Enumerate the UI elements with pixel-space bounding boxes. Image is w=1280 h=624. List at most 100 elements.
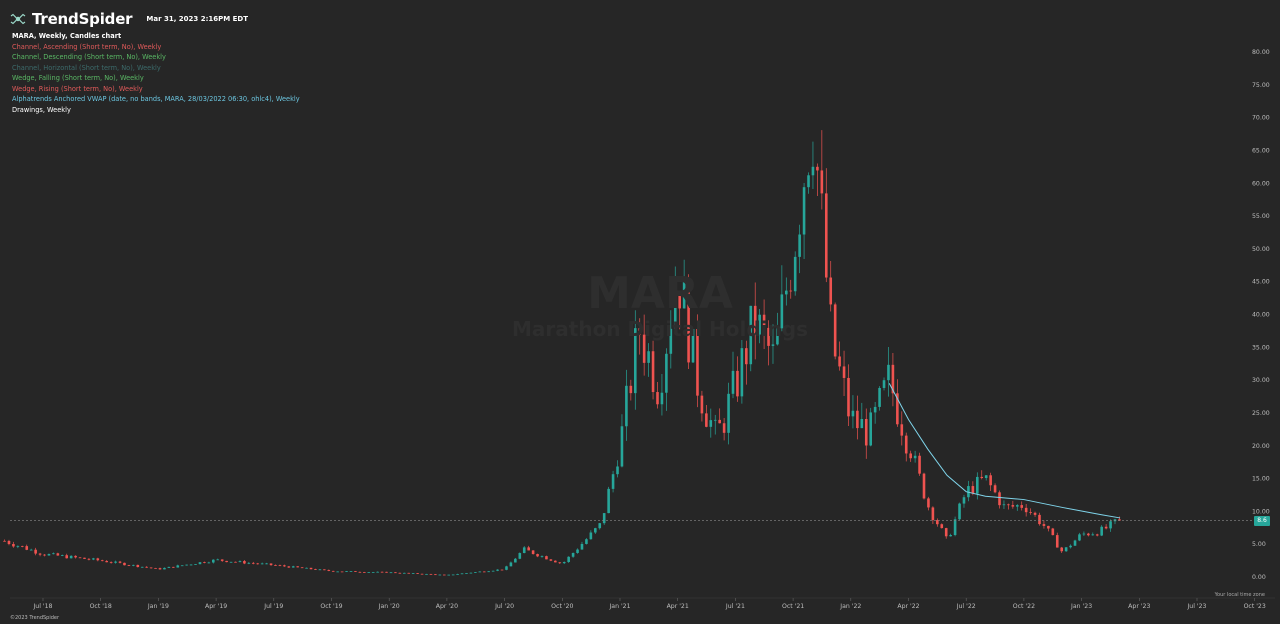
candle-body [531,550,535,555]
candle-body [349,571,353,572]
candle-body [434,574,437,576]
candle-body [389,572,393,574]
candle-body [465,573,468,574]
y-tick-label: 40.00 [1252,312,1270,319]
candle-body [656,392,659,405]
candle-body [807,175,810,188]
symbol-watermark: MARA Marathon Digital Holdings [500,270,820,341]
candle-body [198,562,202,565]
candle-body [767,327,770,346]
candle-body [323,569,326,571]
candle-body [385,571,388,573]
y-tick-label: 50.00 [1252,246,1270,253]
y-axis: 0.00 5.00 10.00 15.00 20.00 25.00 30.00 35.00 40… [1252,49,1270,581]
candle-body [1020,505,1024,508]
candle-body [194,564,197,565]
candle-body [185,564,188,566]
candle-body [207,562,211,564]
legend-wedge-falling[interactable]: Wedge, Falling (Short term, No), Weekly [12,74,144,82]
y-tick-label: 5.00 [1252,541,1266,548]
candle-body [522,547,526,554]
candle-body [416,573,419,575]
y-tick-label: 55.00 [1252,213,1270,220]
candle-body [398,572,402,574]
y-tick-label: 75.00 [1252,82,1270,89]
candle-body [993,485,997,493]
candle-body [891,364,895,394]
legend-wedge-rising[interactable]: Wedge, Rising (Short term, No), Weekly [12,84,143,93]
legend-channel-ascending[interactable]: Channel, Ascending (Short term, No), Wee… [12,42,162,51]
x-tick-label: Jul '23 [1186,603,1206,610]
candle-body [358,571,362,573]
candle-body [314,569,317,570]
candle-body [100,560,104,562]
candle-body [1024,507,1028,513]
candle-body [225,560,228,563]
candle-body [87,558,91,560]
legend-channel-horizontal[interactable]: Channel, Horizontal (Short term, No), We… [12,63,161,72]
candle-body [438,574,442,576]
y-tick-label: 65.00 [1252,147,1270,154]
candle-body [971,486,975,494]
candle-body [691,328,695,363]
candle-body [594,528,597,533]
x-tick-label: Oct '21 [782,603,804,610]
candle-body [518,553,522,559]
candle-body [793,256,797,292]
candle-body [363,572,366,573]
candle-body [132,564,135,566]
candle-body [1007,504,1010,506]
candle-body [176,565,180,568]
vwap-polyline [888,383,1121,519]
x-tick-label: Apr '22 [897,603,919,610]
candle-body [318,569,322,571]
candle-body [944,528,948,537]
candle-body [140,566,144,568]
candle-body [12,544,15,547]
candle-body [673,291,677,329]
candle-body [429,573,433,575]
candle-body [1011,505,1015,507]
candle-body [158,568,162,570]
candle-body [96,558,100,561]
legend-channel-descending[interactable]: Channel, Descending (Short term, No), We… [12,53,166,61]
last-price-badge: 8.6 [1254,515,1270,526]
y-tick-label: 30.00 [1252,377,1270,384]
candle-body [567,556,570,563]
candle-body [34,549,37,554]
candle-body [562,562,566,564]
candle-body [571,552,575,557]
candle-body [620,426,624,467]
candle-body [1082,533,1086,535]
candle-body [25,546,29,550]
timezone-label[interactable]: Your local time zone [1214,592,1265,598]
candle-body [660,392,664,405]
candle-body [789,290,793,292]
y-tick-label: 35.00 [1252,344,1270,351]
legend-main-series[interactable]: MARA, Weekly, Candles chart [12,32,122,40]
candle-body [180,565,184,567]
candle-body [16,545,20,547]
legend-drawings[interactable]: Drawings, Weekly [12,105,71,114]
brand-logo[interactable]: TrendSpider [10,10,133,28]
candle-body [856,410,859,429]
candle-body [625,385,628,427]
candle-body [762,314,766,328]
legend-anchored-vwap[interactable]: Alphatrends Anchored VWAP (date, no band… [12,95,300,103]
candle-body [820,170,824,194]
indicator-legend: MARA, Weekly, Candles chart Channel, Asc… [12,31,300,115]
candle-body [265,563,268,565]
x-tick-label: Oct '18 [90,603,112,610]
candle-body [163,567,166,570]
candle-body [345,571,348,572]
candle-body [1047,525,1050,529]
candle-body [829,277,833,305]
y-tick-label: 60.00 [1252,180,1270,187]
chart-header: TrendSpider Mar 31, 2023 2:16PM EDT [10,8,248,30]
candle-body [558,562,562,564]
candle-body [114,561,117,563]
candle-body [536,554,539,557]
candle-body [900,424,904,436]
candle-body [740,348,744,397]
